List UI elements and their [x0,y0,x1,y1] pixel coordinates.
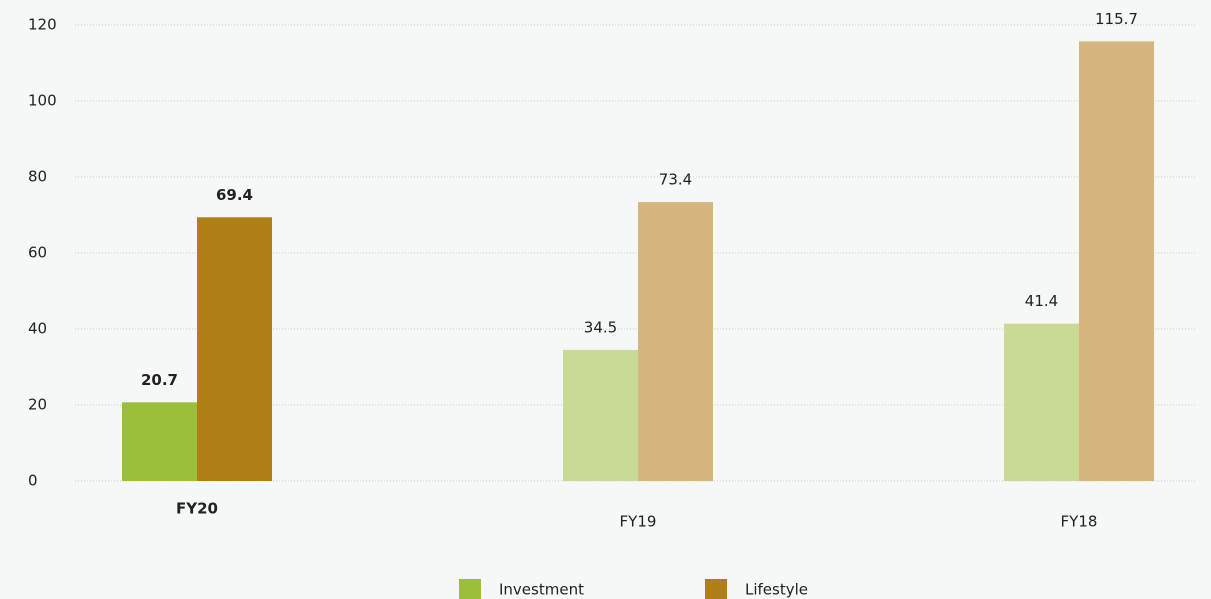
bar [122,402,197,481]
legend-swatch [705,579,727,599]
bar [563,349,638,481]
data-label: 34.5 [584,318,617,336]
legend-label: Investment [499,581,584,599]
x-tick-label: FY19 [620,513,657,531]
y-tick-label: 20 [28,396,47,414]
y-tick-label: 120 [28,16,57,34]
data-label: 115.7 [1095,10,1138,28]
y-tick-label: 0 [28,472,38,490]
bar [1004,323,1079,481]
legend-swatch [459,579,481,599]
y-tick-label: 100 [28,92,57,110]
legend-label: Lifestyle [745,581,808,599]
y-tick-label: 80 [28,168,47,186]
bar [197,217,272,481]
y-tick-label: 40 [28,320,47,338]
data-label: 20.7 [141,371,178,389]
data-label: 41.4 [1025,292,1058,310]
data-label: 73.4 [659,171,692,189]
bar [638,202,713,481]
y-tick-label: 60 [28,244,47,262]
x-tick-label: FY20 [176,500,218,518]
x-tick-label: FY18 [1061,513,1098,531]
data-label: 69.4 [216,186,253,204]
bar [1079,41,1154,482]
